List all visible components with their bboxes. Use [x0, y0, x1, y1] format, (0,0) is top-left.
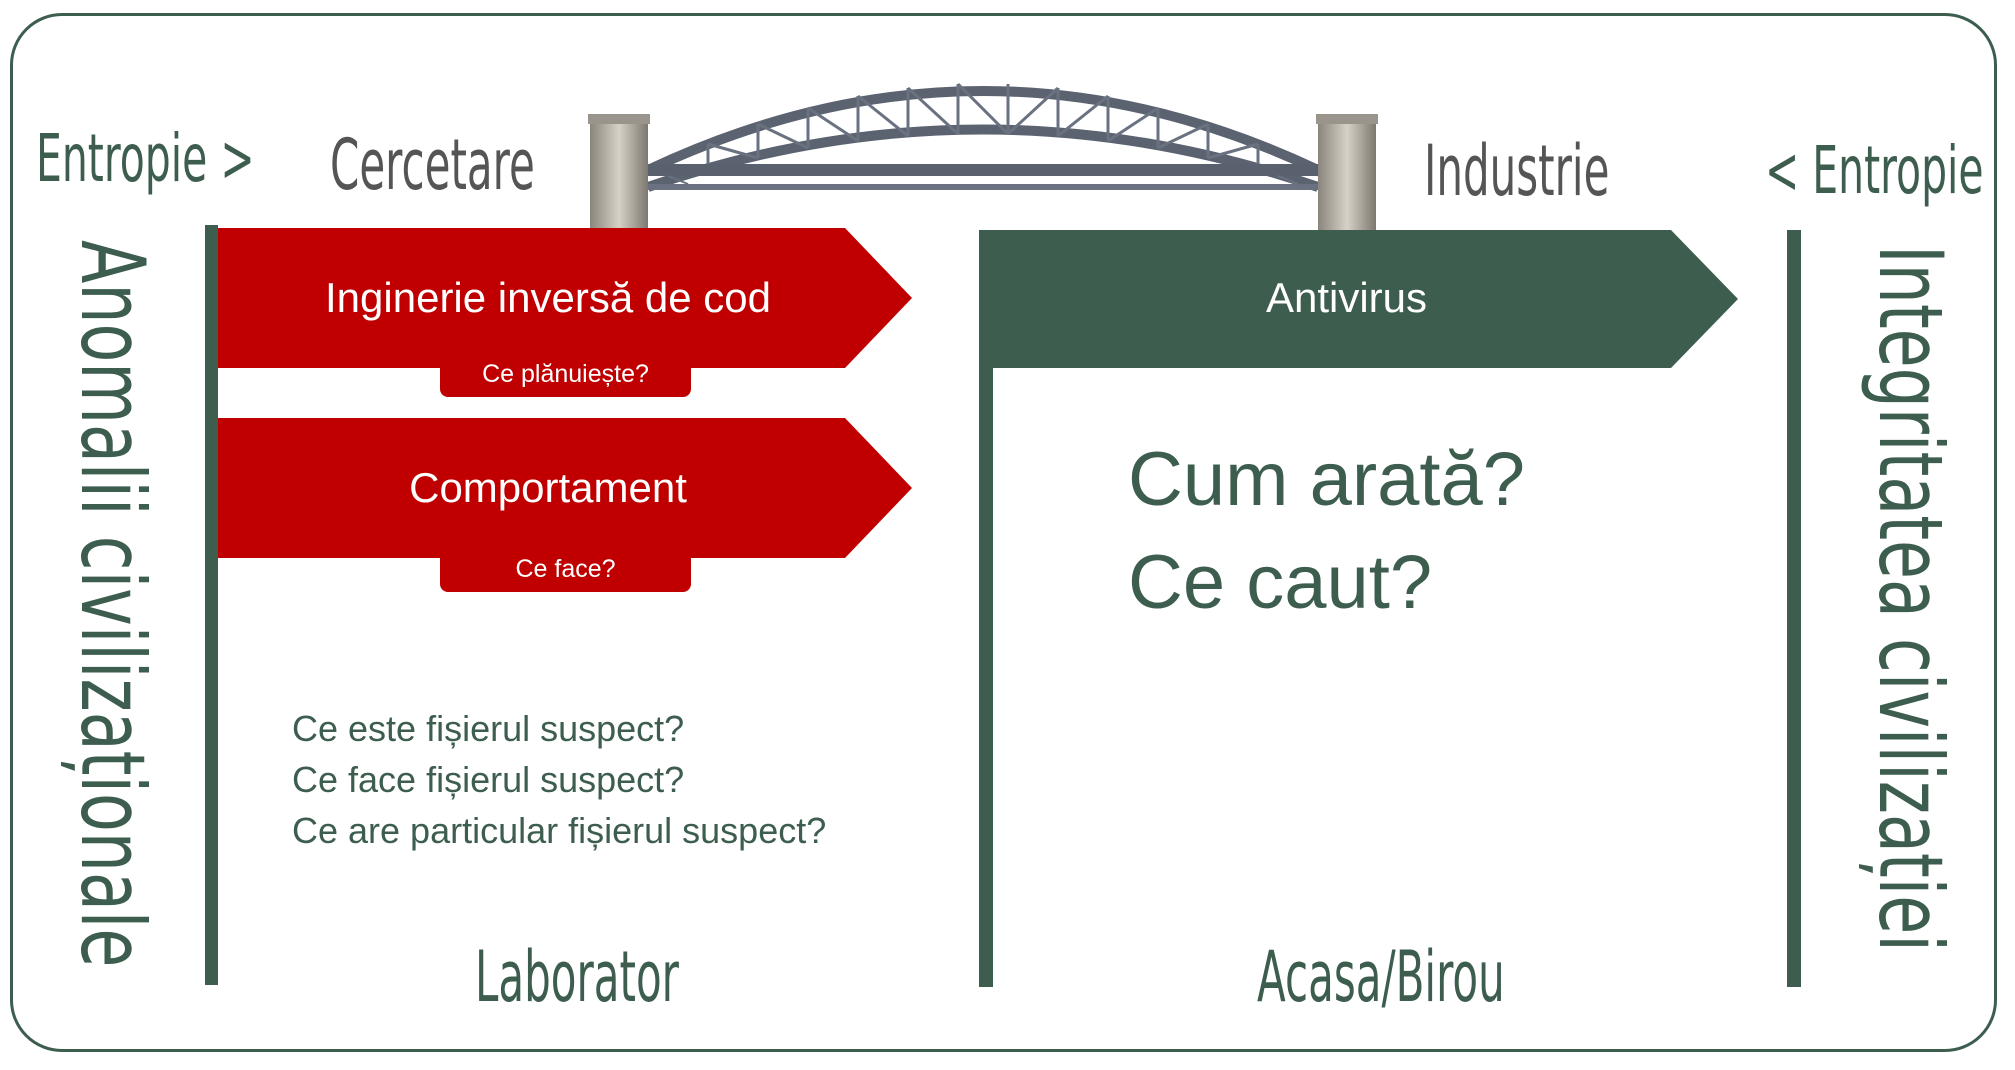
antivirus-label: Antivirus	[1265, 274, 1428, 321]
right-divider	[1787, 230, 1801, 987]
left-divider	[205, 225, 218, 985]
entropy-right-label: < Entropie	[1765, 132, 1984, 209]
behaviour-tag: Ce face?	[440, 547, 691, 592]
reverse-engineering-arrow	[218, 228, 912, 368]
home-office-footer-label: Acasa/Birou	[1257, 936, 1505, 1018]
industry-question: Ce caut?	[1128, 540, 1433, 625]
behaviour-label: Comportament	[409, 464, 687, 511]
industry-label: Industrie	[1424, 130, 1610, 212]
outer-frame	[10, 13, 1997, 1052]
behaviour-arrow	[218, 418, 912, 558]
entropy-left-label: Entropie >	[36, 120, 255, 197]
lab-footer-label: Laborator	[475, 936, 679, 1018]
lab-question: Ce are particular fișierul suspect?	[292, 810, 827, 851]
antivirus-arrow	[979, 230, 1738, 368]
reverse-engineering-tag: Ce plănuiește?	[440, 352, 691, 397]
arch-bridge-icon	[588, 82, 1378, 232]
lab-question: Ce face fișierul suspect?	[292, 759, 685, 800]
middle-divider	[979, 230, 993, 987]
research-label: Cercetare	[330, 124, 535, 206]
reverse-engineering-label: Inginerie inversă de cod	[325, 274, 771, 321]
industry-question: Cum arată?	[1128, 437, 1526, 522]
left-side-label: Anomalii civilizaționale	[61, 240, 164, 968]
right-side-label: Integritatea civilizației	[1859, 245, 1962, 952]
lab-questions: Ce este fișierul suspect? Ce face fișier…	[292, 703, 826, 856]
lab-question: Ce este fișierul suspect?	[292, 708, 685, 749]
